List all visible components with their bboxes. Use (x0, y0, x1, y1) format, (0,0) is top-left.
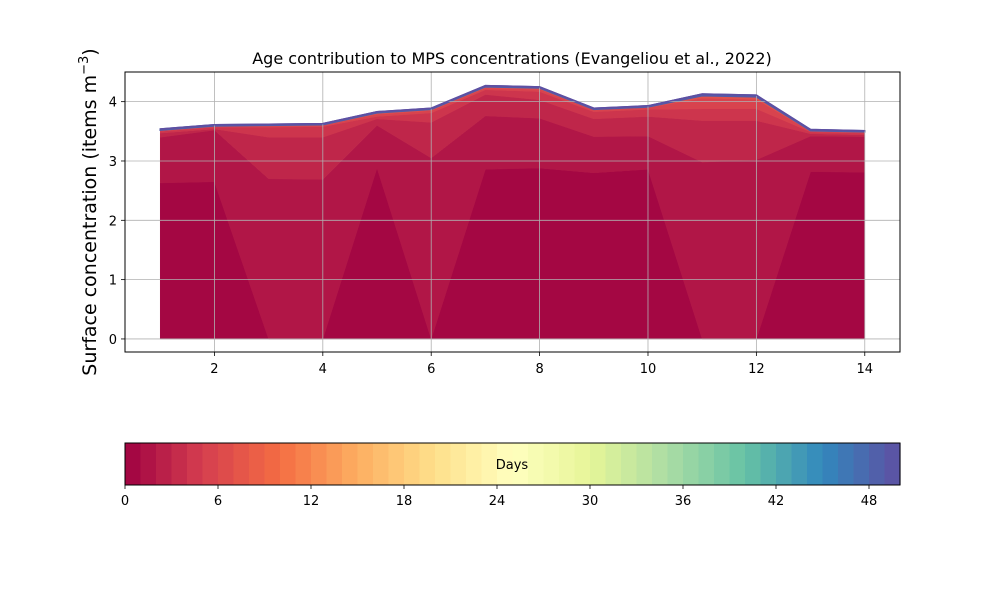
y-tick-label: 3 (109, 155, 117, 170)
colorbar-tick-label: 30 (582, 494, 599, 509)
colorbar-cell (249, 443, 266, 485)
colorbar-cell (791, 443, 808, 485)
colorbar-cell (466, 443, 483, 485)
y-axis-label-text: Surface concentration (items m (79, 75, 101, 376)
colorbar-cell (497, 443, 514, 485)
colorbar-cell (683, 443, 700, 485)
colorbar-cell (435, 443, 452, 485)
x-axis-ticks: 2 4 6 8 10 12 14 (210, 352, 873, 377)
colorbar-cell (233, 443, 250, 485)
colorbar-cell (295, 443, 312, 485)
colorbar-cell (342, 443, 359, 485)
colorbar-cell (450, 443, 467, 485)
y-tick-label: 4 (109, 96, 117, 111)
colorbar-cells (125, 443, 901, 485)
colorbar-cell (776, 443, 793, 485)
colorbar-cell (605, 443, 622, 485)
colorbar-cell (419, 443, 436, 485)
colorbar-cell (311, 443, 328, 485)
colorbar-cell (760, 443, 777, 485)
colorbar-tick-label: 18 (396, 494, 413, 509)
x-tick-label: 12 (748, 362, 765, 377)
colorbar-cell (171, 443, 188, 485)
colorbar-cell (140, 443, 157, 485)
colorbar-tick-label: 6 (214, 494, 222, 509)
y-axis-ticks: 0 1 2 3 4 (109, 96, 125, 348)
y-tick-label: 1 (109, 274, 117, 289)
colorbar-cell (621, 443, 638, 485)
plot-area (125, 72, 900, 352)
colorbar-cell (125, 443, 142, 485)
colorbar-cell (745, 443, 762, 485)
x-tick-label: 4 (319, 362, 327, 377)
y-axis-label-superscript: −3 (77, 56, 92, 75)
colorbar-cell (729, 443, 746, 485)
colorbar-cell (574, 443, 591, 485)
colorbar-cell (714, 443, 731, 485)
colorbar-cell (822, 443, 839, 485)
x-tick-label: 14 (856, 362, 873, 377)
colorbar-cell (512, 443, 529, 485)
colorbar-cell (528, 443, 545, 485)
colorbar: 0 6 12 18 24 30 36 42 48 Days (121, 442, 901, 509)
colorbar-cell (202, 443, 219, 485)
chart-title: Age contribution to MPS concentrations (… (252, 49, 772, 68)
colorbar-tick-label: 24 (489, 494, 506, 509)
colorbar-cell (543, 443, 560, 485)
colorbar-cell (636, 443, 653, 485)
colorbar-cell (187, 443, 204, 485)
colorbar-cell (357, 443, 374, 485)
colorbar-tick-label: 12 (303, 494, 320, 509)
y-axis-label-close: ) (79, 48, 101, 55)
x-tick-label: 8 (535, 362, 543, 377)
colorbar-cell (156, 443, 173, 485)
x-tick-label: 10 (640, 362, 657, 377)
colorbar-frame (124, 442, 901, 486)
colorbar-tick-label: 42 (768, 494, 785, 509)
plot-frame (124, 71, 901, 353)
colorbar-cell (326, 443, 343, 485)
colorbar-cell (869, 443, 886, 485)
colorbar-ticks: 0 6 12 18 24 30 36 42 48 (121, 485, 877, 509)
colorbar-cell (559, 443, 576, 485)
colorbar-cell (388, 443, 405, 485)
colorbar-label: Days (496, 458, 529, 473)
gridlines (125, 72, 900, 352)
colorbar-tick-label: 36 (675, 494, 692, 509)
x-tick-label: 2 (210, 362, 218, 377)
colorbar-cell (218, 443, 235, 485)
colorbar-cell (698, 443, 715, 485)
colorbar-tick-label: 0 (121, 494, 129, 509)
top-series-line (160, 84, 865, 132)
top-series-outline (160, 84, 865, 132)
y-tick-label: 2 (109, 214, 117, 229)
colorbar-cell (481, 443, 498, 485)
colorbar-cell (264, 443, 281, 485)
colorbar-cell (884, 443, 901, 485)
colorbar-cell (807, 443, 824, 485)
y-axis-label: Surface concentration (items m−3) (77, 48, 101, 375)
colorbar-cell (590, 443, 607, 485)
colorbar-cell (404, 443, 421, 485)
colorbar-cell (838, 443, 855, 485)
colorbar-tick-label: 48 (861, 494, 878, 509)
colorbar-cell (280, 443, 297, 485)
colorbar-cell (667, 443, 684, 485)
x-tick-label: 6 (427, 362, 435, 377)
y-tick-label: 0 (109, 333, 117, 348)
colorbar-cell (853, 443, 870, 485)
colorbar-cell (652, 443, 669, 485)
colorbar-cell (373, 443, 390, 485)
